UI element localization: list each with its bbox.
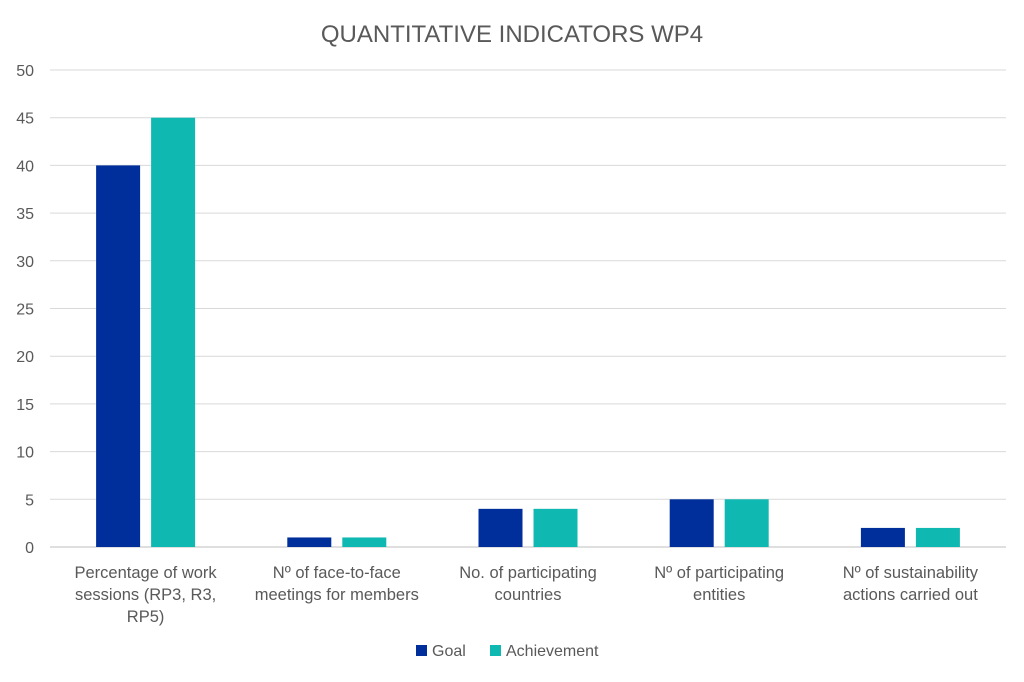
y-tick-label: 5	[25, 492, 34, 509]
bar-goal-2	[478, 508, 523, 547]
bar-achievement-1	[342, 537, 387, 547]
x-category-label: Nº of participating entities	[654, 564, 784, 604]
y-tick-label: 40	[16, 158, 34, 175]
y-tick-label: 15	[16, 397, 34, 414]
bar-goal-0	[96, 165, 141, 547]
y-tick-label: 10	[16, 445, 34, 462]
legend-label-goal: Goal	[432, 643, 466, 660]
y-tick-label: 0	[25, 540, 34, 557]
bar-goal-4	[860, 527, 905, 547]
bar-achievement-4	[915, 527, 960, 547]
y-tick-label: 20	[16, 349, 34, 366]
x-axis-labels: Percentage of work sessions (RP3, R3, RP5)…	[75, 564, 979, 626]
bar-achievement-3	[724, 499, 769, 547]
legend-swatch-achievement	[490, 645, 501, 656]
legend-swatch-goal	[416, 645, 427, 656]
bar-goal-1	[287, 537, 332, 547]
y-axis-ticks: 0 5 10 15 20 25 30 35 40 45 50	[16, 63, 34, 557]
x-category-label: Percentage of work sessions (RP3, R3, RP5)	[75, 564, 218, 626]
y-tick-label: 30	[16, 254, 34, 271]
legend-label-achievement: Achievement	[506, 643, 599, 660]
x-category-label: No. of participating countries	[459, 564, 597, 604]
bar-achievement-2	[533, 508, 578, 547]
y-tick-label: 45	[16, 111, 34, 128]
bars	[96, 117, 960, 547]
y-tick-label: 50	[16, 63, 34, 80]
bar-achievement-0	[151, 117, 196, 547]
chart-title: QUANTITATIVE INDICATORS WP4	[321, 21, 703, 48]
x-category-label: Nº of sustainability actions carried out	[843, 564, 979, 604]
x-category-label: Nº of face-to-face meetings for members	[255, 564, 419, 604]
y-tick-label: 25	[16, 302, 34, 319]
gridlines	[50, 69, 1006, 548]
legend: Goal Achievement	[416, 643, 599, 660]
y-tick-label: 35	[16, 206, 34, 223]
bar-goal-3	[669, 499, 714, 547]
